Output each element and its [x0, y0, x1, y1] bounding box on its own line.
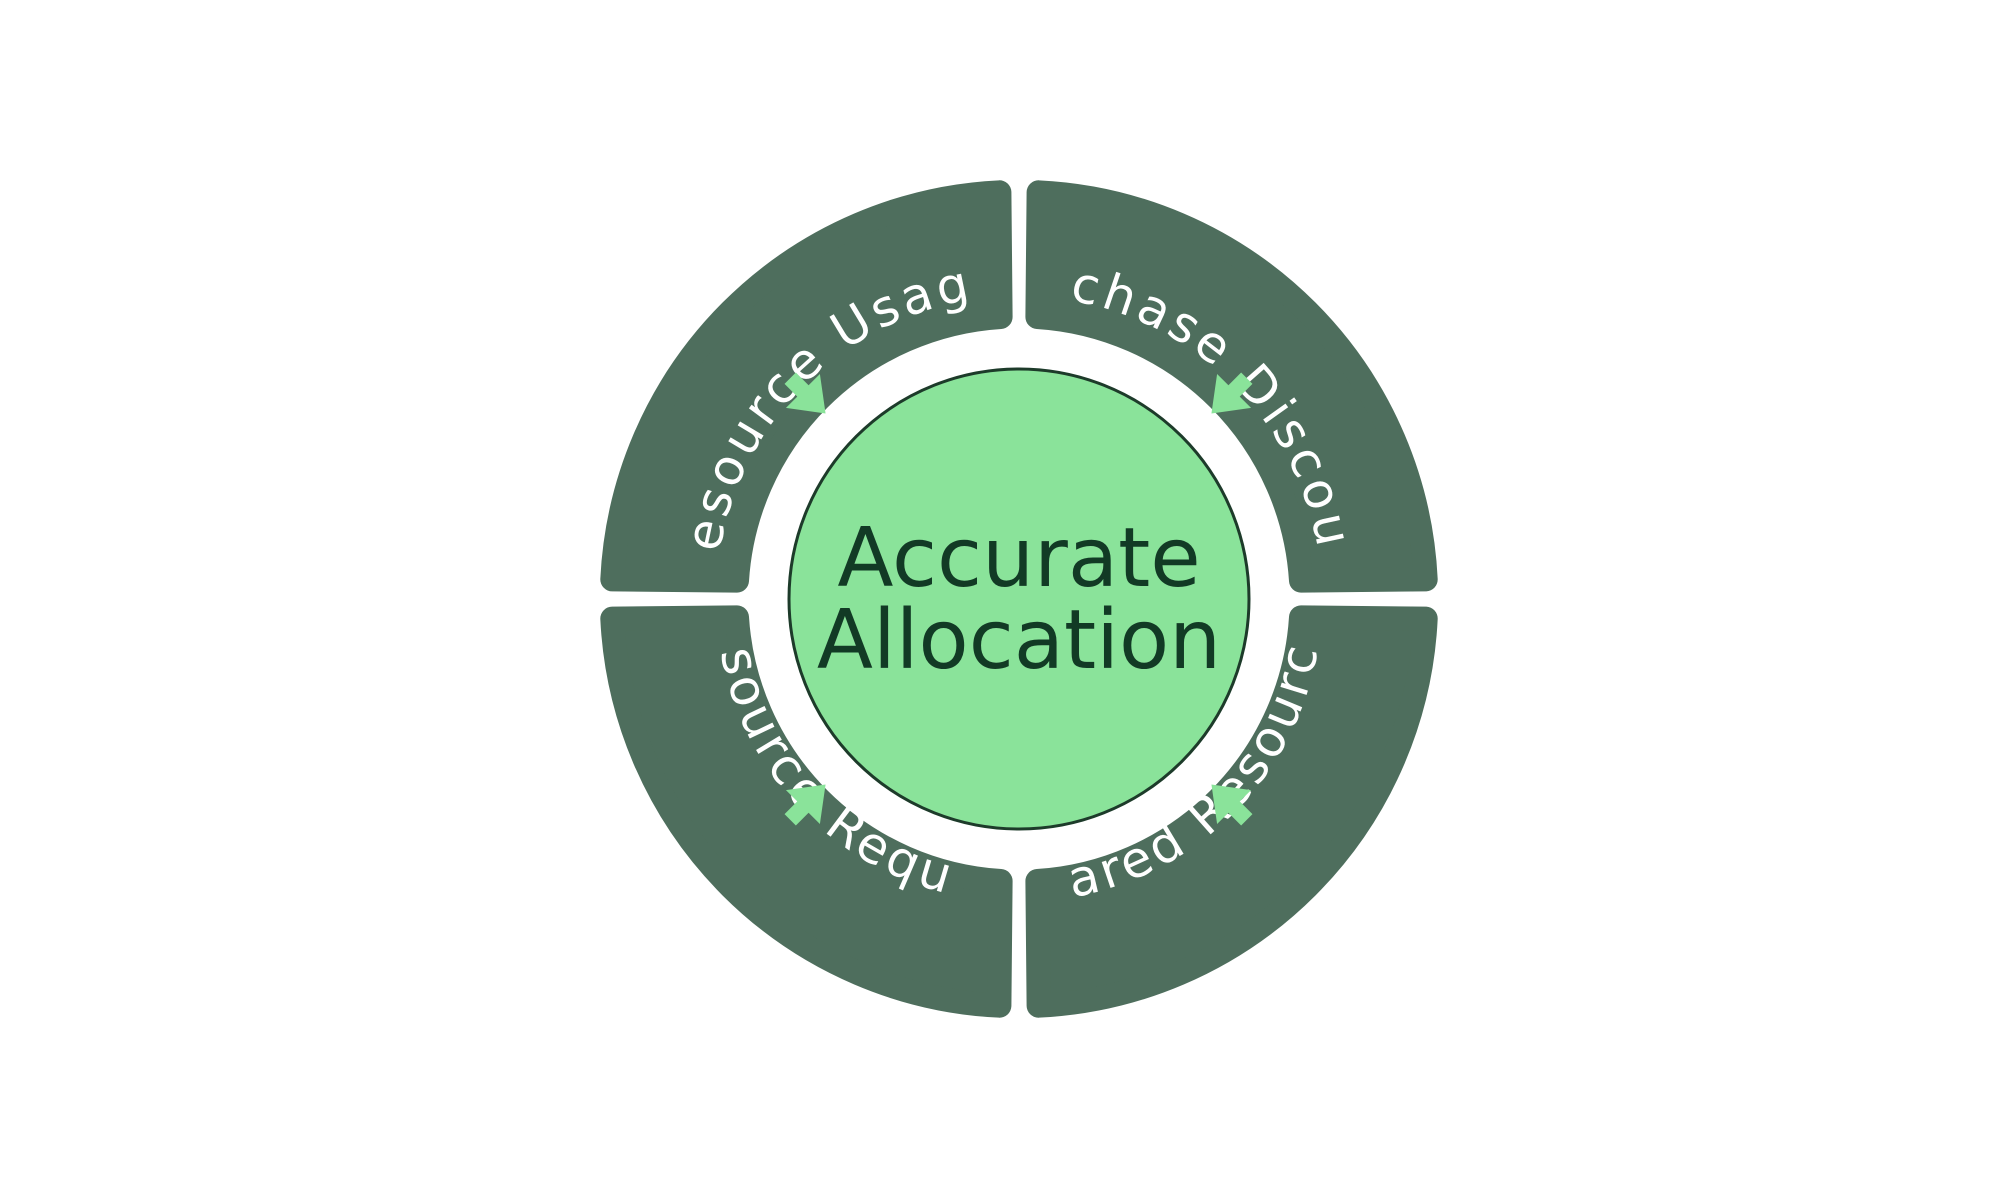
arrow-up-right-icon — [784, 784, 826, 826]
center-title-line2: Allocation — [817, 593, 1221, 688]
segment-label: Resource Request — [0, 0, 962, 906]
center-circle — [787, 367, 1251, 831]
arrow-up-left-icon — [1211, 784, 1253, 826]
center-title-line1: Accurate — [837, 511, 1200, 606]
arrow-down-left-icon — [1211, 372, 1253, 414]
arrow-down-right-icon — [784, 372, 826, 414]
